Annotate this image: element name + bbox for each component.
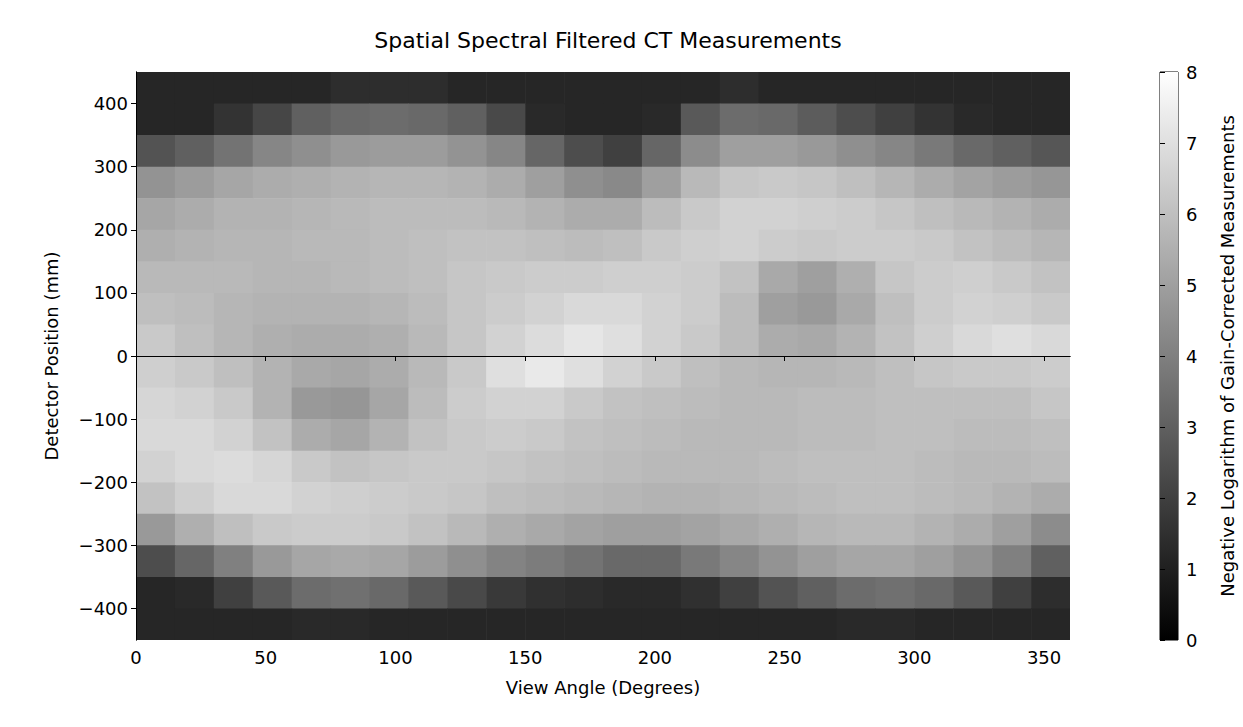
svg-text:Negative Logarithm of Gain-Cor: Negative Logarithm of Gain-Corrected Mea… xyxy=(1217,115,1238,597)
svg-text:200: 200 xyxy=(94,219,128,240)
svg-text:200: 200 xyxy=(638,647,672,668)
svg-text:300: 300 xyxy=(897,647,931,668)
svg-text:250: 250 xyxy=(767,647,801,668)
svg-text:6: 6 xyxy=(1186,204,1197,225)
svg-text:300: 300 xyxy=(94,156,128,177)
svg-text:Detector Position (mm): Detector Position (mm) xyxy=(41,251,62,460)
svg-text:7: 7 xyxy=(1186,133,1197,154)
svg-text:350: 350 xyxy=(1027,647,1061,668)
svg-text:−100: −100 xyxy=(79,409,128,430)
svg-text:8: 8 xyxy=(1186,62,1197,83)
svg-text:0: 0 xyxy=(117,346,128,367)
svg-text:0: 0 xyxy=(1186,630,1197,651)
svg-text:Spatial Spectral Filtered CT M: Spatial Spectral Filtered CT Measurement… xyxy=(374,28,841,53)
svg-text:2: 2 xyxy=(1186,488,1197,509)
svg-text:50: 50 xyxy=(254,647,277,668)
svg-text:1: 1 xyxy=(1186,559,1197,580)
svg-text:4: 4 xyxy=(1186,346,1197,367)
svg-text:−200: −200 xyxy=(79,472,128,493)
svg-text:−300: −300 xyxy=(79,535,128,556)
svg-text:100: 100 xyxy=(378,647,412,668)
svg-text:0: 0 xyxy=(130,647,141,668)
svg-text:100: 100 xyxy=(94,282,128,303)
svg-text:3: 3 xyxy=(1186,417,1197,438)
svg-text:400: 400 xyxy=(94,93,128,114)
svg-text:View Angle (Degrees): View Angle (Degrees) xyxy=(506,677,700,698)
svg-text:−400: −400 xyxy=(79,598,128,619)
svg-text:150: 150 xyxy=(508,647,542,668)
svg-text:5: 5 xyxy=(1186,275,1197,296)
